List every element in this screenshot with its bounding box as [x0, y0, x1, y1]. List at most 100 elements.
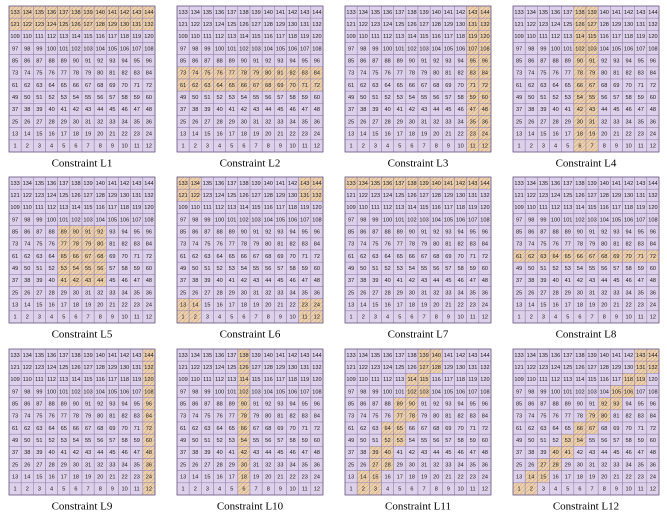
cell-number: 75 — [372, 414, 378, 420]
cell-number: 122 — [359, 22, 368, 28]
cell-number: 8 — [99, 144, 102, 150]
cell-number: 21 — [445, 475, 451, 481]
cell-number: 133 — [178, 181, 187, 187]
cell-number: 44 — [97, 450, 103, 456]
cell-number: 5 — [230, 315, 233, 321]
cell-number: 19 — [589, 132, 595, 138]
cell-number: 98 — [192, 389, 198, 395]
cell-number: 60 — [146, 95, 152, 101]
cell-number: 26 — [24, 462, 30, 468]
cell-number: 58 — [121, 266, 127, 272]
cell-number: 6 — [578, 144, 581, 150]
cell-number: 88 — [552, 59, 558, 65]
cell-number: 52 — [552, 438, 558, 444]
cell-number: 1 — [14, 487, 17, 493]
cell-number: 62 — [24, 83, 30, 89]
cell-number: 52 — [552, 266, 558, 272]
cell-number: 69 — [445, 83, 451, 89]
cell-number: 84 — [650, 242, 656, 248]
cell-number: 60 — [146, 438, 152, 444]
cell-number: 34 — [625, 290, 631, 296]
cell-number: 38 — [24, 107, 30, 113]
cell-number: 77 — [229, 71, 235, 77]
cell-number: 100 — [383, 217, 392, 223]
cell-number: 69 — [445, 254, 451, 260]
cell-number: 14 — [528, 475, 534, 481]
cell-number: 66 — [241, 254, 247, 260]
cell-number: 74 — [528, 242, 534, 248]
cell-number: 117 — [108, 377, 117, 383]
cell-number: 125 — [563, 365, 572, 371]
cell-number: 30 — [241, 119, 247, 125]
cell-number: 132 — [312, 22, 321, 28]
cell-number: 32 — [433, 290, 439, 296]
cell-number: 43 — [589, 278, 595, 284]
cell-number: 5 — [62, 144, 65, 150]
cell-number: 18 — [577, 303, 583, 309]
cell-number: 22 — [121, 303, 127, 309]
cell-number: 85 — [180, 59, 186, 65]
cell-number: 33 — [445, 119, 451, 125]
cell-number: 25 — [12, 290, 18, 296]
cell-number: 19 — [253, 303, 259, 309]
cell-number: 37 — [516, 278, 522, 284]
cell-number: 30 — [409, 290, 415, 296]
cell-number: 36 — [482, 290, 488, 296]
cell-number: 98 — [360, 217, 366, 223]
cell-number: 144 — [480, 353, 489, 359]
cell-number: 89 — [565, 230, 571, 236]
cell-number: 110 — [23, 34, 32, 40]
cell-number: 93 — [277, 59, 283, 65]
cell-number: 91 — [85, 230, 91, 236]
cell-number: 14 — [192, 475, 198, 481]
cell-number: 95 — [302, 402, 308, 408]
cell-number: 42 — [409, 450, 415, 456]
cell-number: 140 — [96, 181, 105, 187]
cell-number: 26 — [528, 462, 534, 468]
cell-number: 122 — [191, 193, 200, 199]
cell-number: 19 — [253, 475, 259, 481]
cell-number: 114 — [407, 377, 416, 383]
cell-number: 126 — [239, 22, 248, 28]
cell-number: 124 — [383, 193, 392, 199]
cell-number: 56 — [97, 438, 103, 444]
cell-number: 132 — [480, 365, 489, 371]
cell-number: 79 — [589, 414, 595, 420]
cell-number: 24 — [146, 475, 152, 481]
cell-number: 31 — [589, 462, 595, 468]
cell-number: 1 — [14, 144, 17, 150]
cell-number: 21 — [445, 132, 451, 138]
cell-number: 105 — [276, 217, 285, 223]
cell-number: 42 — [73, 278, 79, 284]
cell-number: 89 — [397, 230, 403, 236]
cell-number: 127 — [587, 365, 596, 371]
cell-number: 126 — [575, 193, 584, 199]
cell-number: 108 — [480, 46, 489, 52]
cell-number: 28 — [48, 290, 54, 296]
cell-number: 36 — [146, 462, 152, 468]
cell-number: 38 — [24, 450, 30, 456]
cell-number: 84 — [482, 242, 488, 248]
cell-number: 10 — [625, 487, 631, 493]
cell-number: 40 — [552, 278, 558, 284]
cell-number: 78 — [409, 71, 415, 77]
cell-number: 99 — [540, 389, 546, 395]
cell-number: 53 — [565, 95, 571, 101]
cell-number: 82 — [625, 71, 631, 77]
cell-number: 57 — [109, 438, 115, 444]
cell-number: 34 — [457, 290, 463, 296]
cell-number: 78 — [73, 242, 79, 248]
cell-number: 88 — [48, 230, 54, 236]
cell-number: 104 — [600, 389, 609, 395]
cell-number: 10 — [289, 315, 295, 321]
cell-number: 73 — [348, 71, 354, 77]
cell-number: 92 — [433, 230, 439, 236]
cell-number: 99 — [36, 217, 42, 223]
cell-number: 122 — [23, 193, 32, 199]
cell-number: 21 — [109, 132, 115, 138]
cell-number: 48 — [314, 278, 320, 284]
cell-number: 112 — [551, 377, 560, 383]
cell-number: 129 — [108, 22, 117, 28]
cell-number: 109 — [514, 377, 523, 383]
cell-number: 43 — [589, 450, 595, 456]
